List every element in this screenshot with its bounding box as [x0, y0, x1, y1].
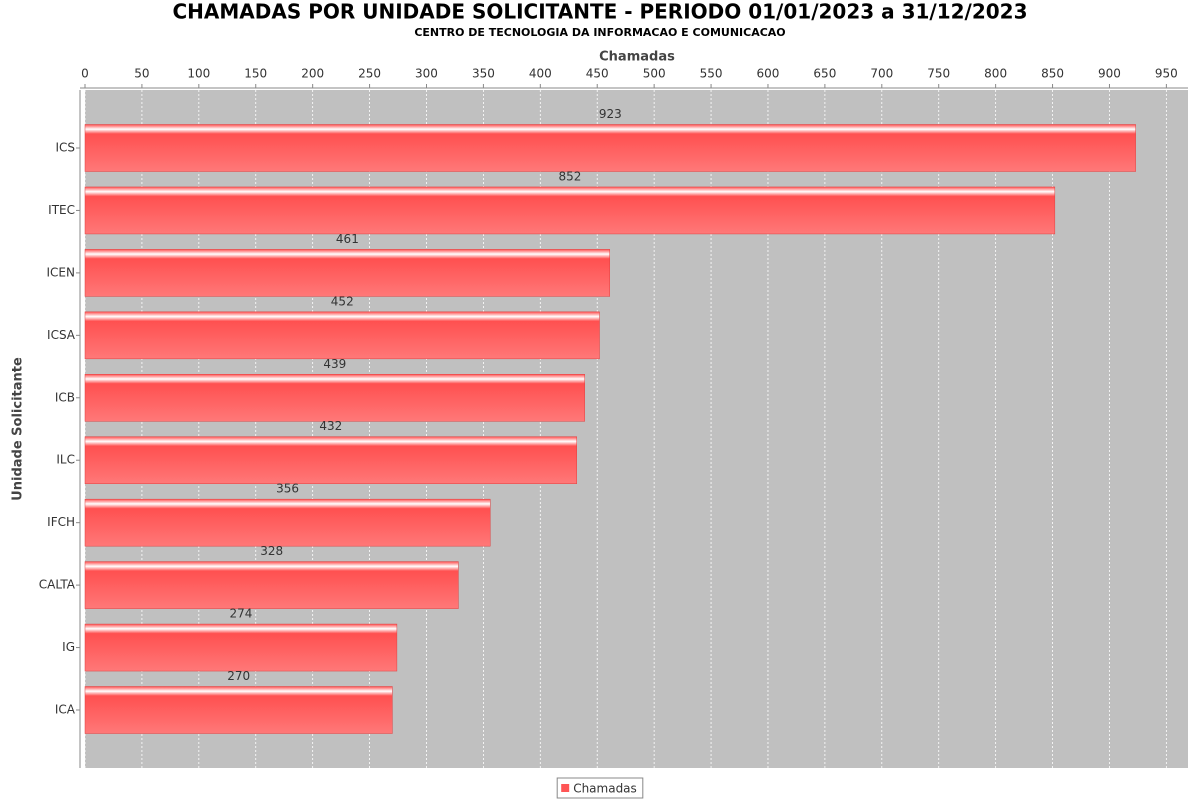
y-tick-label: ILC: [56, 453, 75, 467]
x-tick-label: 600: [757, 67, 780, 81]
bar: [84, 311, 600, 360]
bar: [84, 249, 611, 297]
chart-subtitle: CENTRO DE TECNOLOGIA DA INFORMACAO E COM…: [414, 26, 785, 39]
y-tick-label: ICS: [55, 141, 75, 155]
value-label: 328: [260, 544, 283, 558]
value-label: 274: [229, 607, 252, 621]
bar: [84, 561, 459, 609]
bar: [84, 124, 1136, 172]
x-tick-label: 950: [1155, 67, 1178, 81]
value-label: 439: [323, 357, 346, 371]
y-tick-label: ICA: [55, 703, 76, 717]
bar: [84, 186, 1056, 235]
x-tick-label: 850: [1041, 67, 1064, 81]
x-tick-label: 750: [927, 67, 950, 81]
y-tick-label: IFCH: [47, 515, 75, 529]
y-tick-label: ICB: [55, 390, 75, 404]
x-tick-label: 0: [81, 67, 89, 81]
bar: [84, 436, 577, 484]
value-label: 270: [227, 669, 250, 683]
x-tick-label: 350: [472, 67, 495, 81]
value-label: 852: [558, 169, 581, 183]
y-tick-label: ICSA: [47, 328, 76, 342]
x-tick-label: 550: [700, 67, 723, 81]
x-tick-label: 50: [134, 67, 149, 81]
value-label: 432: [319, 419, 342, 433]
x-tick-label: 500: [643, 67, 666, 81]
x-tick-label: 900: [1098, 67, 1121, 81]
legend-label: Chamadas: [573, 782, 637, 796]
value-label: 452: [331, 294, 354, 308]
value-label: 356: [276, 482, 299, 496]
y-tick-label: IG: [62, 640, 75, 654]
x-tick-label: 250: [358, 67, 381, 81]
x-tick-label: 700: [870, 67, 893, 81]
legend-swatch: [561, 784, 570, 792]
x-tick-label: 100: [187, 67, 210, 81]
value-label: 923: [599, 107, 622, 121]
chart-title: CHAMADAS POR UNIDADE SOLICITANTE - PERIO…: [172, 0, 1027, 24]
bar: [84, 374, 585, 422]
y-tick-label: ITEC: [48, 203, 75, 217]
x-tick-label: 300: [415, 67, 438, 81]
bar: [84, 623, 398, 672]
x-tick-label: 200: [301, 67, 324, 81]
value-label: 461: [336, 232, 359, 246]
x-tick-label: 400: [529, 67, 552, 81]
x-tick-label: 150: [244, 67, 267, 81]
y-tick-label: ICEN: [47, 265, 75, 279]
bar: [84, 686, 393, 734]
y-axis-label: Unidade Solicitante: [11, 357, 26, 501]
x-tick-label: 800: [984, 67, 1007, 81]
x-tick-label: 450: [586, 67, 609, 81]
bar: [84, 498, 491, 547]
x-tick-label: 650: [813, 67, 836, 81]
legend-box: [556, 777, 644, 799]
y-tick-label: CALTA: [39, 578, 76, 592]
x-axis-label: Chamadas: [599, 50, 675, 65]
